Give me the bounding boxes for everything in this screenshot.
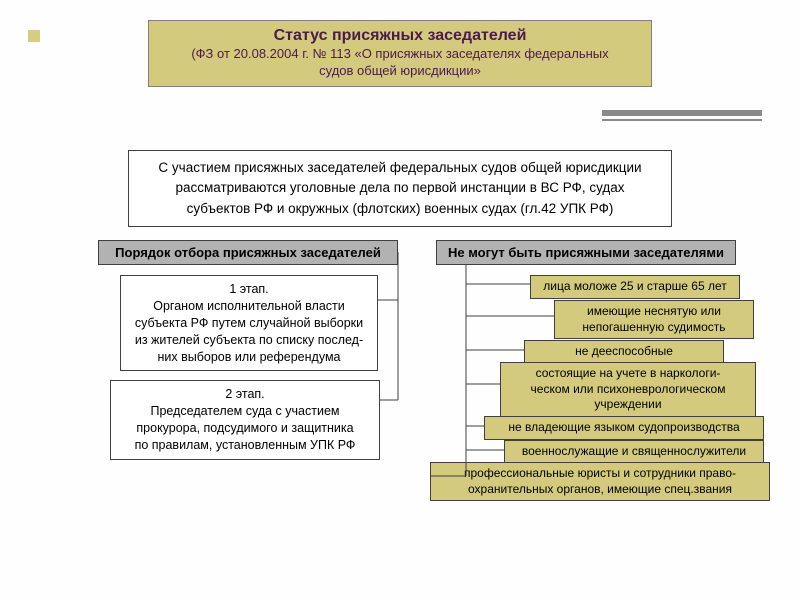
stage1-l3: субъекта РФ путем случайной выборки [128, 315, 370, 332]
stage1-l2: Органом исполнительной власти [128, 298, 370, 315]
intro-line-3: субъектов РФ и окружных (флотских) военн… [137, 199, 663, 219]
right-item-2: не дееспособные [524, 340, 724, 364]
decorative-bars [602, 110, 762, 121]
right-item-3: состоящие на учете в наркологи-ческом ил… [500, 362, 756, 417]
intro-line-2: рассматриваются уголовные дела по первой… [137, 178, 663, 198]
stage1-l4: из жителей субъекта по списку послед- [128, 332, 370, 349]
title-box: Статус присяжных заседателей (ФЗ от 20.0… [148, 20, 652, 87]
right-item-5: военнослужащие и священнослужители [504, 440, 764, 464]
right-item-6: профессиональные юристы и сотрудники пра… [430, 462, 770, 501]
right-item-0: лица моложе 25 и старше 65 лет [530, 275, 740, 299]
title-sub-2: судов общей юрисдикции» [155, 63, 645, 80]
title-main: Статус присяжных заседателей [155, 26, 645, 46]
intro-box: С участием присяжных заседателей федерал… [128, 150, 672, 227]
stage1-l5: них выборов или референдума [128, 349, 370, 366]
stage1-l1: 1 этап. [128, 281, 370, 298]
stage2-l4: по правилам, установленным УПК РФ [118, 437, 372, 454]
stage2-l3: прокурора, подсудимого и защитника [118, 420, 372, 437]
stage-2-box: 2 этап. Председателем суда с участием пр… [110, 380, 380, 460]
stage2-l1: 2 этап. [118, 386, 372, 403]
right-item-4: не владеющие языком судопроизводства [484, 416, 764, 440]
title-sub-1: (ФЗ от 20.08.2004 г. № 113 «О присяжных … [155, 46, 645, 63]
right-item-1: имеющие неснятую илинепогашенную судимос… [554, 300, 754, 339]
stage-1-box: 1 этап. Органом исполнительной власти су… [120, 275, 378, 371]
corner-accent [28, 30, 40, 42]
right-header: Не могут быть присяжными заседателями [436, 240, 736, 265]
intro-line-1: С участием присяжных заседателей федерал… [137, 158, 663, 178]
stage2-l2: Председателем суда с участием [118, 403, 372, 420]
left-header: Порядок отбора присяжных заседателей [98, 240, 398, 265]
